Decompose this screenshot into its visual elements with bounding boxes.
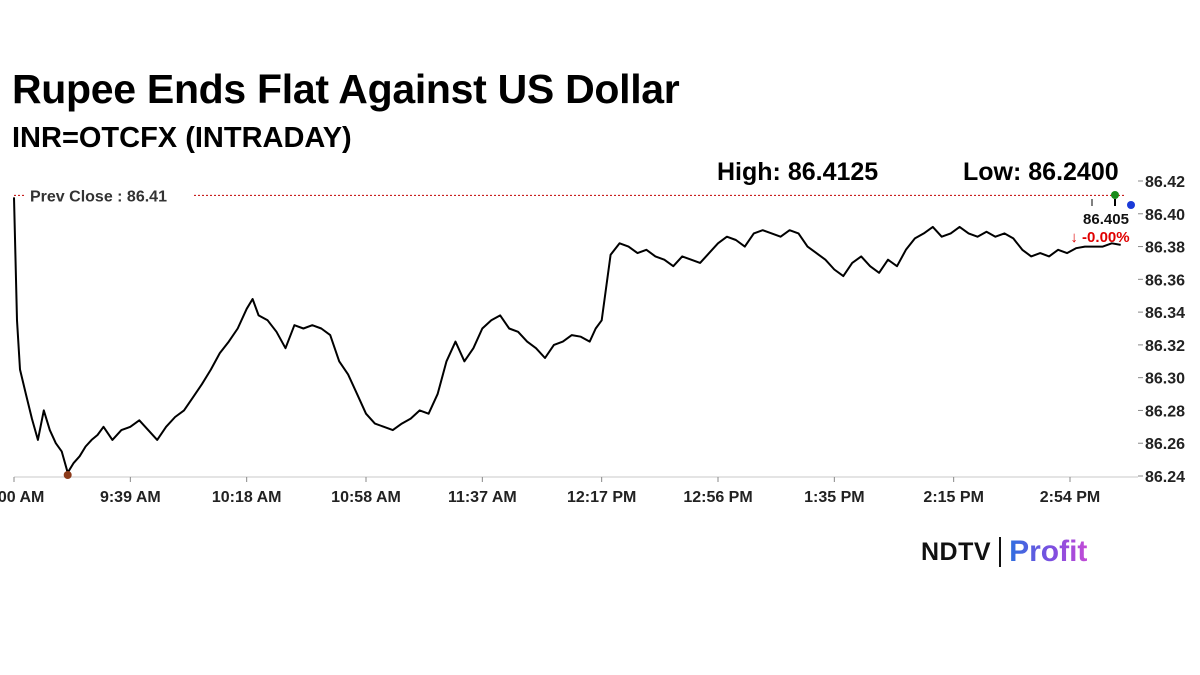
logo-profit-text: Profit: [1009, 535, 1088, 568]
y-tick-label: 86.38: [1145, 240, 1185, 257]
x-tick-label: 10:18 AM: [212, 489, 282, 506]
x-tick-label: 2:54 PM: [1040, 489, 1100, 506]
low-label: Low: 86.2400: [963, 158, 1119, 186]
prev-close-label-bg: [24, 184, 194, 207]
change-label: ↓ -0.00%: [1070, 229, 1129, 246]
y-tick-label: 86.32: [1145, 338, 1185, 355]
x-tick-label: 1:35 PM: [804, 489, 864, 506]
y-tick-label: 86.28: [1145, 403, 1185, 420]
x-tick-label: 12:17 PM: [567, 489, 636, 506]
prev-close-label: Prev Close : 86.41: [30, 188, 167, 205]
x-tick-label: 9:39 AM: [100, 489, 161, 506]
y-tick-label: 86.42: [1145, 174, 1185, 191]
chart-title: Rupee Ends Flat Against US Dollar: [12, 66, 680, 112]
x-tick-label: 12:56 PM: [683, 489, 752, 506]
x-tick-label: 10:58 AM: [331, 489, 401, 506]
high-marker: [1111, 191, 1119, 199]
ndtv-profit-logo: NDTV Profit: [921, 532, 1087, 572]
x-tick-label: 9:00 AM: [0, 489, 44, 506]
y-tick-label: 86.30: [1145, 371, 1185, 388]
logo-divider: [999, 537, 1002, 567]
high-label: High: 86.4125: [717, 158, 879, 186]
y-tick-label: 86.26: [1145, 436, 1185, 453]
low-marker: [63, 471, 72, 479]
x-tick-label: 2:15 PM: [923, 489, 983, 506]
price-line: [13, 197, 1121, 474]
y-tick-label: 86.40: [1145, 207, 1185, 224]
last-price-label: 86.405: [1083, 211, 1129, 228]
y-tick-label: 86.36: [1145, 272, 1185, 289]
x-tick-label: 11:37 AM: [448, 489, 517, 506]
logo-ndtv-text: NDTV: [921, 537, 992, 566]
y-tick-label: 86.34: [1145, 305, 1185, 322]
last-price-marker: [1127, 201, 1135, 209]
y-tick-label: 86.24: [1145, 469, 1185, 486]
chart-subtitle: INR=OTCFX (INTRADAY): [12, 122, 352, 154]
